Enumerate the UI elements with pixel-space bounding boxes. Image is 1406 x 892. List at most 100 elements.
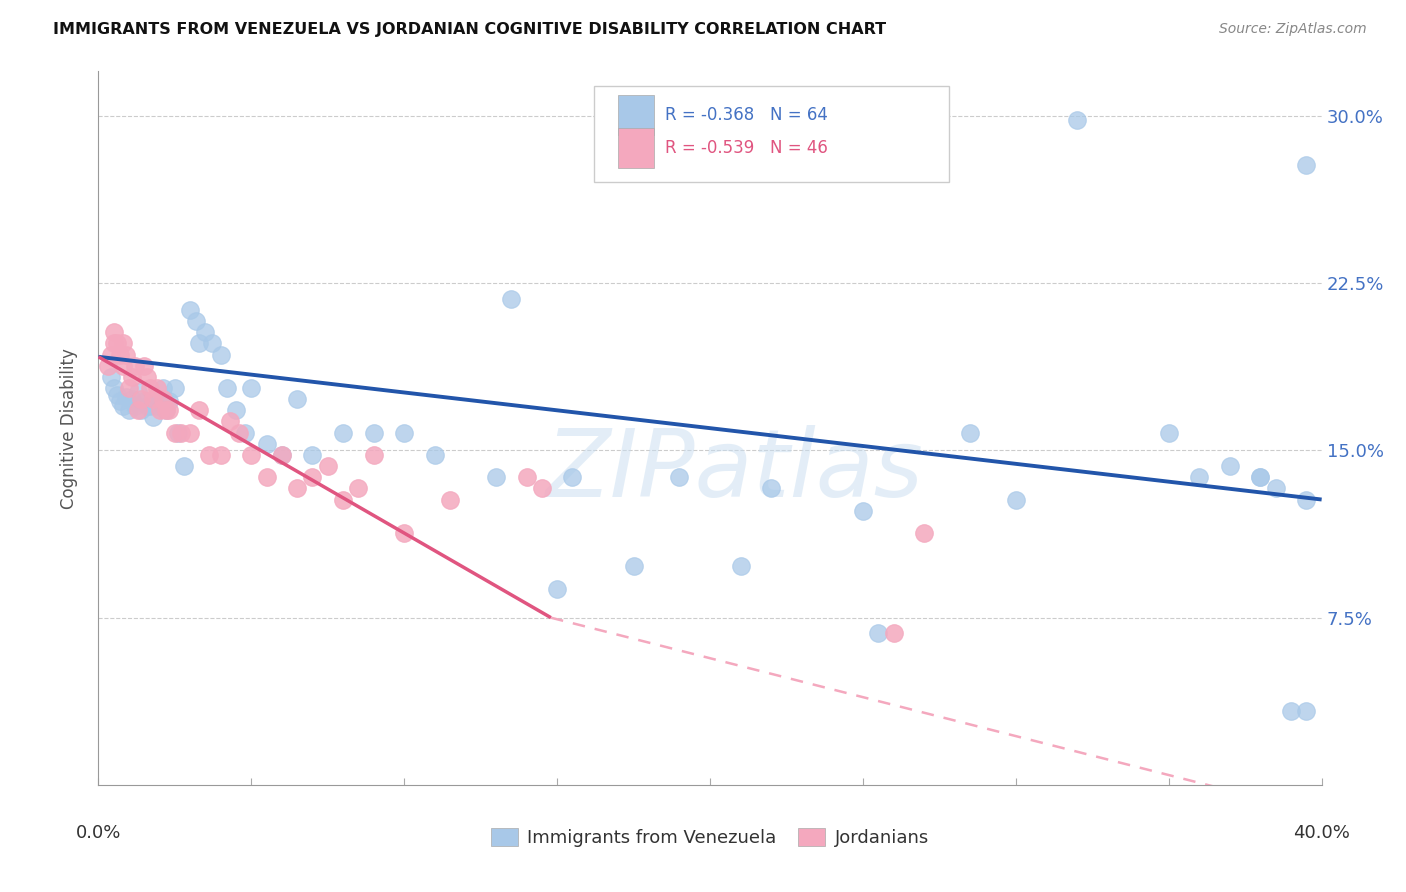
Point: [240, 448, 263, 462]
Point: [392, 425, 416, 440]
Point: [121, 369, 143, 384]
Point: [546, 582, 568, 596]
Point: [959, 425, 981, 440]
Point: [157, 403, 180, 417]
Point: [139, 399, 162, 413]
Point: [134, 394, 156, 409]
Point: [1264, 482, 1286, 496]
Point: [301, 470, 323, 484]
Point: [179, 303, 201, 318]
Point: [215, 381, 238, 395]
Text: R = -0.539   N = 46: R = -0.539 N = 46: [665, 139, 828, 157]
Point: [363, 448, 385, 462]
Point: [668, 470, 690, 484]
Point: [347, 482, 370, 496]
Point: [105, 336, 128, 351]
Point: [363, 425, 385, 440]
Text: 40.0%: 40.0%: [1294, 824, 1350, 842]
FancyBboxPatch shape: [619, 128, 654, 168]
Point: [730, 559, 752, 574]
Point: [145, 399, 167, 413]
Point: [332, 425, 354, 440]
Point: [108, 348, 131, 362]
Point: [121, 392, 143, 407]
Point: [1157, 425, 1180, 440]
Point: [868, 626, 890, 640]
Point: [142, 392, 165, 407]
Point: [127, 403, 149, 417]
Point: [623, 559, 645, 574]
Point: [170, 425, 193, 440]
Point: [301, 448, 323, 462]
Text: IMMIGRANTS FROM VENEZUELA VS JORDANIAN COGNITIVE DISABILITY CORRELATION CHART: IMMIGRANTS FROM VENEZUELA VS JORDANIAN C…: [53, 22, 887, 37]
Point: [270, 448, 292, 462]
Point: [145, 381, 167, 395]
Point: [179, 425, 201, 440]
Text: R = -0.368   N = 64: R = -0.368 N = 64: [665, 106, 828, 124]
Point: [912, 526, 935, 541]
Point: [111, 359, 134, 373]
Text: ZIPatlas: ZIPatlas: [546, 425, 924, 516]
Point: [134, 359, 156, 373]
Point: [883, 626, 905, 640]
Point: [200, 336, 222, 351]
Point: [129, 403, 152, 417]
Point: [219, 414, 242, 429]
Point: [256, 436, 278, 450]
Point: [100, 369, 122, 384]
Point: [1066, 113, 1088, 128]
Point: [316, 459, 339, 474]
Point: [485, 470, 508, 484]
Point: [124, 359, 146, 373]
Point: [233, 425, 256, 440]
Point: [115, 390, 138, 404]
Point: [1295, 158, 1317, 172]
FancyBboxPatch shape: [619, 95, 654, 135]
Point: [163, 425, 186, 440]
Point: [152, 381, 174, 395]
Point: [228, 425, 250, 440]
Point: [118, 403, 141, 417]
Point: [136, 369, 159, 384]
Point: [270, 448, 292, 462]
Point: [129, 392, 152, 407]
Point: [194, 325, 217, 339]
Point: [103, 336, 125, 351]
Point: [167, 425, 190, 440]
Point: [1004, 492, 1026, 507]
Point: [173, 459, 195, 474]
Point: [197, 448, 219, 462]
Point: [186, 314, 208, 328]
Point: [111, 336, 134, 351]
Point: [155, 403, 177, 417]
Point: [103, 381, 125, 395]
Point: [1295, 705, 1317, 719]
Point: [155, 403, 177, 417]
Point: [188, 336, 211, 351]
Point: [136, 399, 159, 413]
Point: [142, 410, 165, 425]
Legend: Immigrants from Venezuela, Jordanians: Immigrants from Venezuela, Jordanians: [484, 822, 936, 855]
Point: [149, 392, 172, 407]
Point: [118, 381, 141, 395]
Point: [124, 399, 146, 413]
Point: [108, 394, 131, 409]
Point: [501, 292, 523, 306]
Point: [127, 385, 149, 400]
Point: [1279, 705, 1302, 719]
Point: [163, 381, 186, 395]
Point: [561, 470, 583, 484]
Point: [1295, 492, 1317, 507]
Point: [157, 394, 180, 409]
Point: [423, 448, 446, 462]
Text: 0.0%: 0.0%: [76, 824, 121, 842]
Point: [149, 403, 172, 417]
Point: [100, 348, 122, 362]
Point: [439, 492, 461, 507]
Point: [285, 482, 308, 496]
Point: [111, 399, 134, 413]
Point: [209, 448, 232, 462]
Point: [115, 348, 138, 362]
Point: [285, 392, 308, 407]
Point: [516, 470, 538, 484]
